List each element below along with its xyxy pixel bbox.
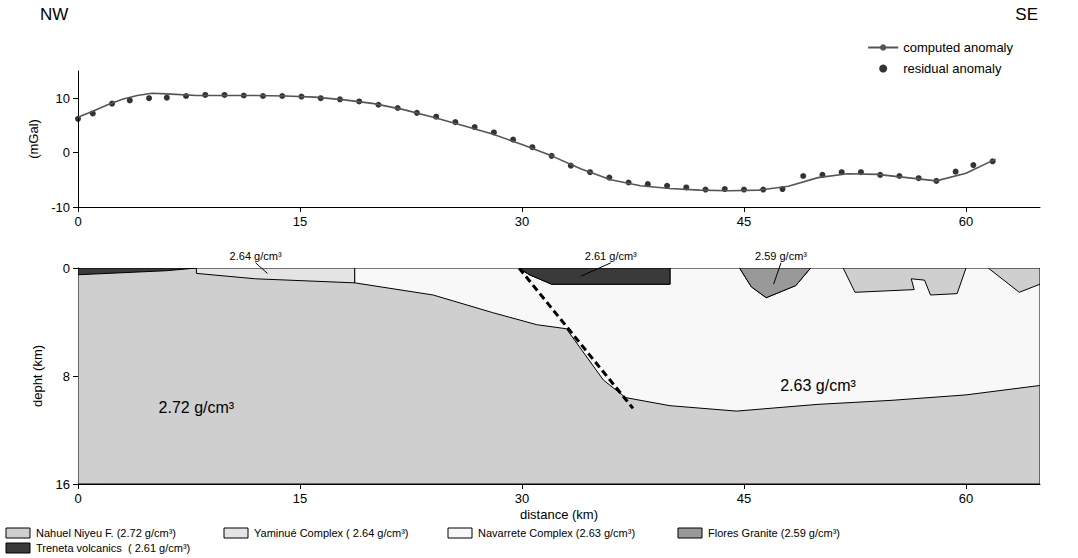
svg-text:16: 16 <box>56 477 70 492</box>
svg-text:30: 30 <box>515 491 529 506</box>
svg-text:Flores Granite (2.59 g/cm³): Flores Granite (2.59 g/cm³) <box>708 527 840 539</box>
svg-text:depht (km): depht (km) <box>30 345 45 407</box>
svg-text:Nahuel Niyeu F. (2.72 g/cm³): Nahuel Niyeu F. (2.72 g/cm³) <box>36 527 176 539</box>
svg-text:15: 15 <box>293 491 307 506</box>
svg-text:2.59 g/cm³: 2.59 g/cm³ <box>755 250 807 262</box>
svg-text:Navarrete Complex (2.63 g/cm³): Navarrete Complex (2.63 g/cm³) <box>478 527 635 539</box>
svg-text:distance (km): distance (km) <box>520 507 598 522</box>
svg-text:0: 0 <box>74 491 81 506</box>
svg-text:60: 60 <box>959 214 973 229</box>
svg-text:30: 30 <box>515 214 529 229</box>
svg-text:60: 60 <box>959 491 973 506</box>
svg-text:Yaminué Complex ( 2.64 g/cm³): Yaminué Complex ( 2.64 g/cm³) <box>254 527 408 539</box>
svg-text:computed anomaly: computed anomaly <box>903 40 1013 55</box>
svg-text:0: 0 <box>63 145 70 160</box>
svg-text:2.61 g/cm³: 2.61 g/cm³ <box>585 250 637 262</box>
svg-text:2.64 g/cm³: 2.64 g/cm³ <box>230 250 282 262</box>
svg-text:10: 10 <box>56 91 70 106</box>
svg-text:15: 15 <box>293 214 307 229</box>
svg-text:0: 0 <box>63 261 70 276</box>
svg-text:45: 45 <box>737 491 751 506</box>
svg-text:45: 45 <box>737 214 751 229</box>
svg-text:SE: SE <box>1015 5 1038 24</box>
svg-text:-10: -10 <box>51 200 70 215</box>
svg-text:8: 8 <box>63 369 70 384</box>
svg-text:Treneta volcanics ( 2.61 g/cm: Treneta volcanics ( 2.61 g/cm³) <box>36 542 190 554</box>
svg-text:2.63 g/cm³: 2.63 g/cm³ <box>780 377 856 394</box>
svg-text:2.72 g/cm³: 2.72 g/cm³ <box>159 399 235 416</box>
svg-text:(mGal): (mGal) <box>26 119 41 159</box>
svg-text:0: 0 <box>74 214 81 229</box>
svg-text:residual anomaly: residual anomaly <box>903 61 1002 76</box>
svg-text:NW: NW <box>40 5 68 24</box>
